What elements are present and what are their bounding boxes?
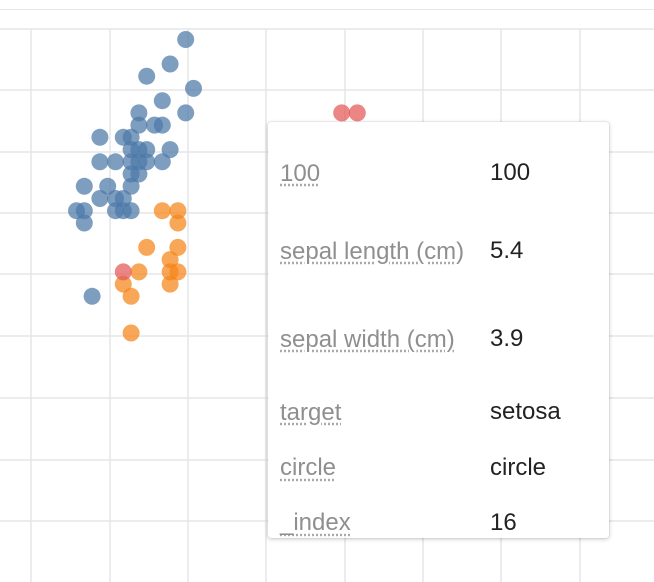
tooltip-value-sepal-length: 5.4 xyxy=(490,237,524,264)
data-point-versicolor[interactable] xyxy=(169,214,187,232)
data-point-versicolor[interactable] xyxy=(169,263,187,281)
tooltip-key-sepal-length: sepal length (cm) xyxy=(280,237,465,265)
data-point-virginica[interactable] xyxy=(333,104,351,122)
tooltip-value-circle: circle xyxy=(490,453,547,481)
tooltip-row-index: _index 16 xyxy=(280,495,600,550)
tooltip-value-id: 100 xyxy=(490,159,531,186)
data-point-virginica[interactable] xyxy=(348,104,366,122)
data-point-setosa[interactable] xyxy=(122,177,140,195)
data-point-setosa[interactable] xyxy=(122,202,140,220)
data-point-setosa[interactable] xyxy=(91,128,109,146)
tooltip-value-target: setosa xyxy=(490,398,561,425)
tooltip-row-circle: circle circle xyxy=(280,440,600,495)
data-point-versicolor[interactable] xyxy=(130,263,148,281)
tooltip-value-sepal-width: 3.9 xyxy=(490,325,524,352)
point-tooltip: 100 100 sepal length (cm) 5.4 sepal widt… xyxy=(268,122,609,538)
data-point-setosa[interactable] xyxy=(75,202,93,220)
data-point-setosa[interactable] xyxy=(185,79,202,97)
data-point-versicolor[interactable] xyxy=(114,275,132,293)
data-point-setosa[interactable] xyxy=(153,116,171,134)
data-point-setosa[interactable] xyxy=(99,177,117,195)
data-point-setosa[interactable] xyxy=(138,67,156,85)
data-point-versicolor[interactable] xyxy=(153,202,171,220)
tooltip-key-target: target xyxy=(280,398,342,426)
data-point-setosa[interactable] xyxy=(83,287,101,305)
tooltip-key-sepal-width: sepal width (cm) xyxy=(280,325,455,353)
data-point-setosa[interactable] xyxy=(153,153,171,171)
data-point-setosa[interactable] xyxy=(91,153,109,171)
tooltip-key-id: 100 xyxy=(280,159,321,187)
data-point-versicolor[interactable] xyxy=(161,275,179,293)
data-point-versicolor[interactable] xyxy=(122,287,140,305)
data-point-setosa[interactable] xyxy=(114,190,132,207)
data-point-setosa[interactable] xyxy=(130,116,148,134)
data-point-setosa[interactable] xyxy=(138,141,156,159)
data-point-setosa[interactable] xyxy=(138,153,156,171)
tooltip-row-sepal-length: sepal length (cm) 5.4 xyxy=(280,208,600,294)
data-point-setosa[interactable] xyxy=(177,104,195,122)
data-point-versicolor[interactable] xyxy=(169,238,187,256)
tooltip-row-target: target setosa xyxy=(280,384,600,440)
data-point-versicolor[interactable] xyxy=(122,324,140,342)
data-point-setosa[interactable] xyxy=(161,55,179,73)
data-point-setosa[interactable] xyxy=(75,177,93,195)
data-point-setosa[interactable] xyxy=(130,104,148,122)
tooltip-row-id: 100 100 xyxy=(280,138,600,208)
data-point-setosa[interactable] xyxy=(130,165,148,183)
tooltip-key-index: _index xyxy=(280,509,351,536)
data-point-versicolor[interactable] xyxy=(138,238,156,256)
data-point-setosa[interactable] xyxy=(122,128,140,146)
data-point-setosa[interactable] xyxy=(153,92,171,110)
data-point-setosa[interactable] xyxy=(177,31,195,48)
data-points[interactable] xyxy=(68,31,366,342)
data-point-setosa[interactable] xyxy=(91,190,109,207)
data-point-versicolor[interactable] xyxy=(161,251,179,269)
data-point-setosa[interactable] xyxy=(107,153,124,171)
tooltip-value-index: 16 xyxy=(490,508,517,536)
tooltip-key-circle: circle xyxy=(280,454,337,481)
data-point-virginica[interactable] xyxy=(114,263,132,281)
data-point-setosa[interactable] xyxy=(75,214,93,232)
data-point-setosa[interactable] xyxy=(161,141,179,159)
tooltip-row-sepal-width: sepal width (cm) 3.9 xyxy=(280,294,600,384)
plot-top-border xyxy=(0,9,654,10)
data-point-versicolor[interactable] xyxy=(169,202,187,220)
